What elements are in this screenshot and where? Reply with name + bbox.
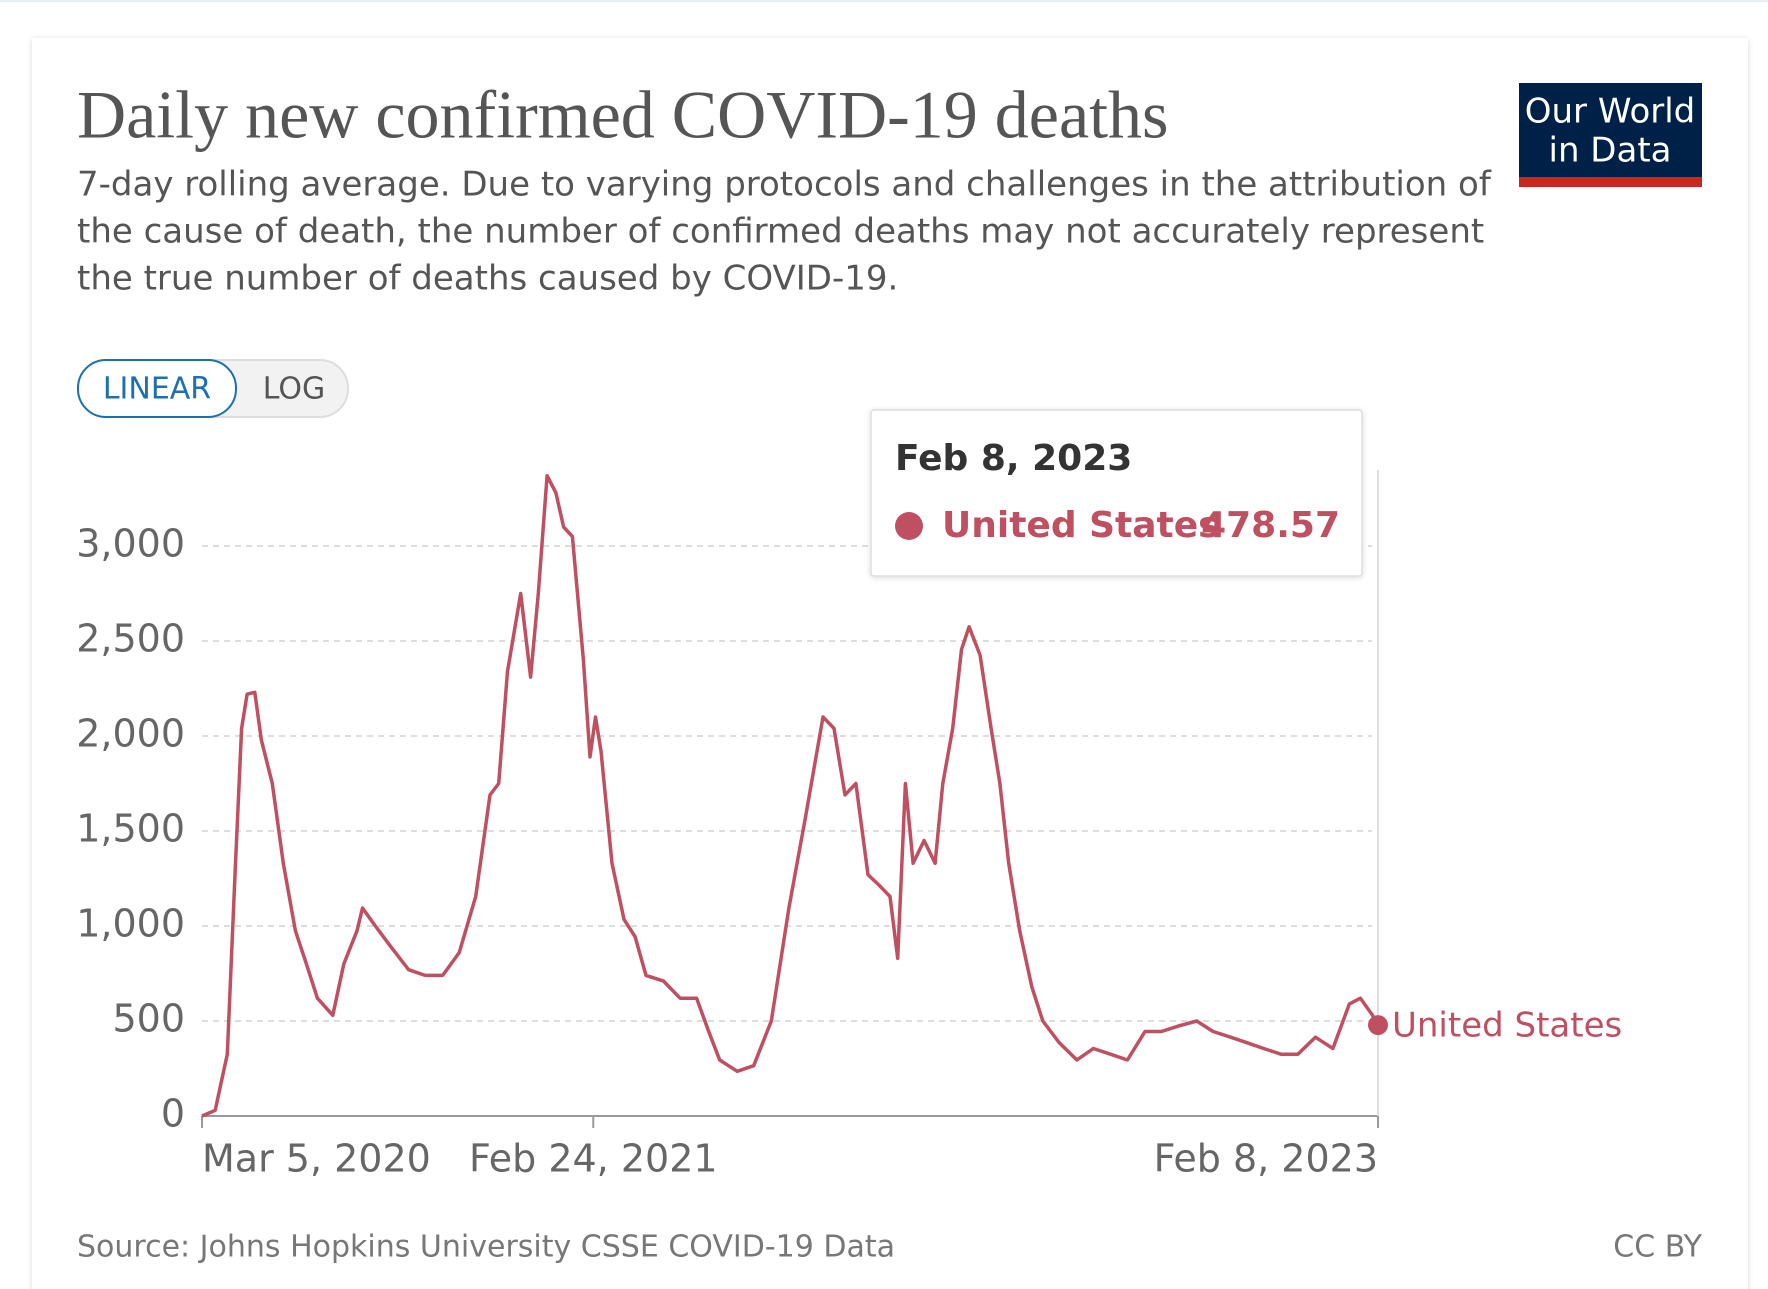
plot: 0 500 1,000 1,500 2,000 2,500 3,000 Mar 5, 2020… (76, 409, 1622, 1181)
license: CC BY (1613, 1230, 1702, 1265)
tooltip-date: Feb 8, 2023 (895, 438, 1132, 479)
subtitle: 7-day rolling average. Due to varying pr… (77, 165, 1492, 205)
y-tick-label: 3,000 (76, 522, 185, 566)
y-tick-label: 1,000 (76, 902, 185, 946)
logo-text: in Data (1549, 131, 1672, 171)
x-tick-label: Feb 24, 2021 (469, 1137, 718, 1181)
card (32, 38, 1748, 1289)
tooltip-box (870, 409, 1363, 577)
x-tick-label: Mar 5, 2020 (202, 1137, 431, 1181)
linear-button-label[interactable]: LINEAR (103, 372, 211, 407)
tooltip-swatch (895, 512, 923, 540)
y-tick-label: 0 (161, 1092, 185, 1136)
subtitle: the true number of deaths caused by COVI… (77, 259, 898, 299)
log-button-label[interactable]: LOG (263, 372, 326, 407)
source: Source: Johns Hopkins University CSSE CO… (77, 1230, 895, 1265)
tooltip-series: United States (942, 505, 1220, 546)
logo[interactable] (1519, 83, 1702, 187)
y-tick-label: 1,500 (76, 807, 185, 851)
subtitle: the cause of death, the number of confir… (77, 212, 1484, 252)
y-tick-label: 500 (112, 997, 185, 1041)
series-label: United States (1392, 1006, 1622, 1046)
y-tick-label: 2,500 (76, 617, 185, 661)
tooltip-value: 478.57 (1201, 505, 1340, 546)
x-tick-label: Feb 8, 2023 (1154, 1137, 1378, 1181)
y-tick-label: 2,000 (76, 712, 185, 756)
chart-title: Daily new confirmed COVID-19 deaths (77, 77, 1169, 153)
end-point (1368, 1015, 1388, 1036)
logo-text: Our World (1525, 92, 1696, 132)
linear-button[interactable] (77, 359, 237, 418)
series-line (201, 473, 1380, 1118)
logo-bar (1519, 177, 1702, 187)
